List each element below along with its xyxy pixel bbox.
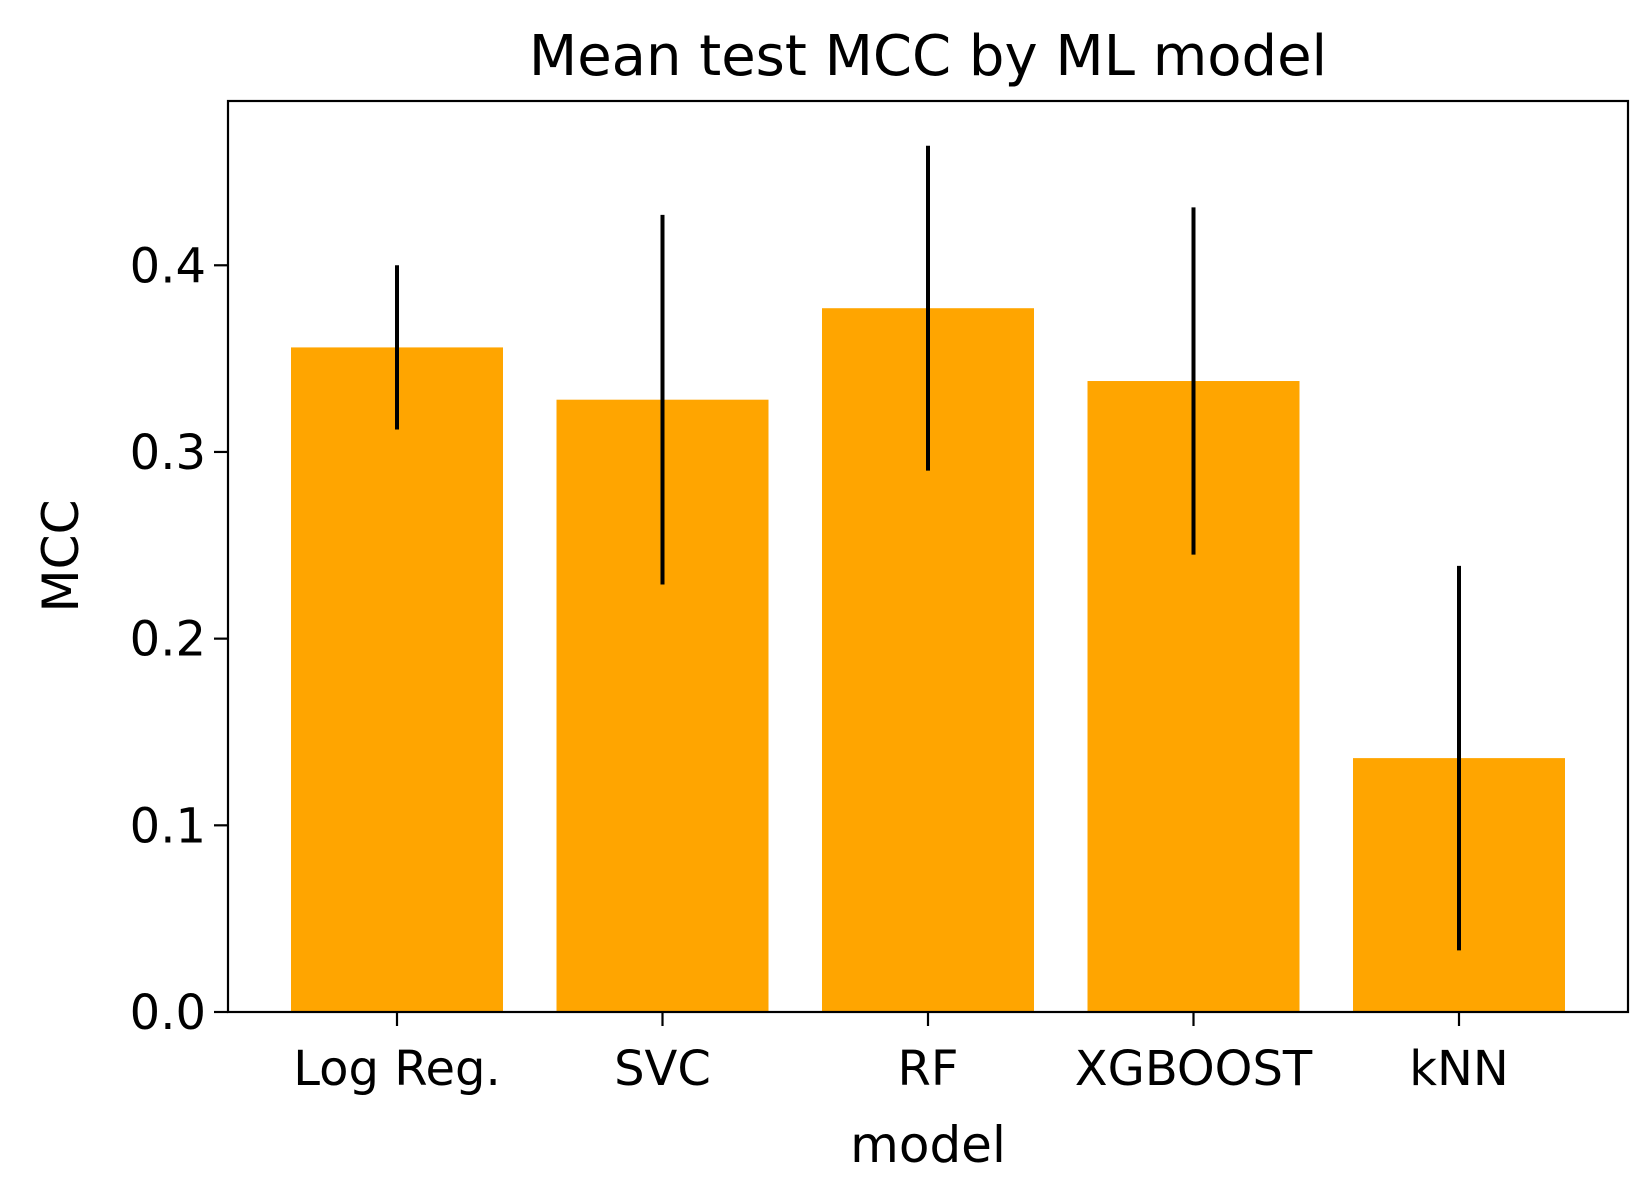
y-axis: 0.0 0.1 0.2 0.3 0.4: [130, 238, 228, 1041]
y-tick-label: 0.0: [130, 985, 206, 1041]
y-tick-label: 0.3: [130, 425, 206, 481]
x-axis-label: model: [850, 1116, 1006, 1174]
bar-log-reg: [291, 347, 503, 1012]
y-tick-label: 0.2: [130, 612, 206, 668]
x-tick-label-svc: SVC: [614, 1041, 711, 1097]
x-axis: Log Reg. SVC RF XGBOOST kNN: [293, 1012, 1509, 1097]
x-tick-label-knn: kNN: [1409, 1041, 1509, 1097]
y-tick-label: 0.1: [130, 798, 206, 854]
x-tick-label-rf: RF: [898, 1041, 959, 1097]
y-axis-label: MCC: [32, 500, 90, 613]
errorbar-layer: [395, 145, 1461, 951]
x-tick-label-log-reg: Log Reg.: [293, 1041, 500, 1097]
chart-title: Mean test MCC by ML model: [529, 24, 1327, 89]
x-tick-label-xgboost: XGBOOST: [1075, 1041, 1313, 1097]
y-tick-label: 0.4: [130, 238, 206, 294]
